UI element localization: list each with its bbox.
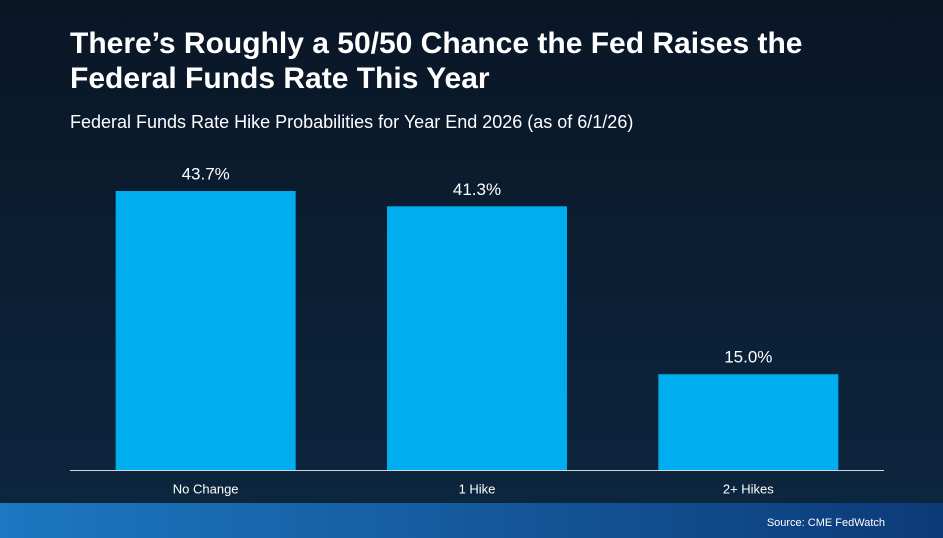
footer-strip [0, 503, 943, 538]
bar [387, 206, 567, 471]
data-label: 43.7% [182, 164, 230, 183]
x-tick-label: No Change [173, 481, 239, 496]
chart-subtitle: Federal Funds Rate Hike Probabilities fo… [70, 112, 633, 132]
x-tick-label: 1 Hike [459, 481, 496, 496]
data-label: 15.0% [724, 348, 772, 367]
bar [658, 374, 839, 470]
x-tick-label: 2+ Hikes [723, 481, 774, 496]
chart-title: There’s Roughly a 50/50 Chance the Fed R… [70, 27, 802, 60]
bar [115, 191, 296, 470]
source: Source: CME FedWatch [767, 517, 885, 529]
data-label: 41.3% [453, 180, 501, 199]
chart-title: Federal Funds Rate This Year [70, 62, 490, 95]
